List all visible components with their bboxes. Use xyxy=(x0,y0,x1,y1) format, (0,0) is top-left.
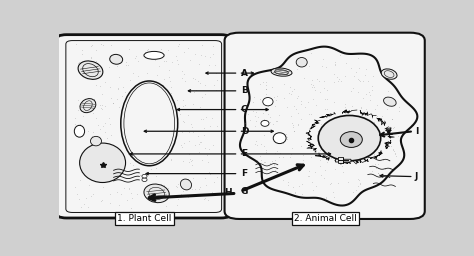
Ellipse shape xyxy=(271,68,292,76)
Ellipse shape xyxy=(263,98,273,106)
Text: G: G xyxy=(241,187,248,196)
Ellipse shape xyxy=(273,133,286,144)
Text: C: C xyxy=(241,105,247,114)
Text: 1. Plant Cell: 1. Plant Cell xyxy=(117,214,172,223)
Ellipse shape xyxy=(80,99,96,113)
Ellipse shape xyxy=(318,115,381,161)
Ellipse shape xyxy=(80,143,126,183)
Text: 2. Animal Cell: 2. Animal Cell xyxy=(294,214,357,223)
Ellipse shape xyxy=(144,51,164,59)
Text: B: B xyxy=(241,86,247,95)
Ellipse shape xyxy=(181,179,191,190)
Text: D: D xyxy=(241,127,248,136)
Ellipse shape xyxy=(74,125,84,137)
Ellipse shape xyxy=(91,136,101,146)
Polygon shape xyxy=(240,47,418,206)
Ellipse shape xyxy=(296,58,307,67)
Ellipse shape xyxy=(340,132,362,147)
Ellipse shape xyxy=(142,174,147,178)
Text: I: I xyxy=(415,127,418,136)
FancyBboxPatch shape xyxy=(336,159,351,162)
Text: J: J xyxy=(415,173,418,182)
FancyBboxPatch shape xyxy=(55,35,232,218)
FancyBboxPatch shape xyxy=(225,33,425,219)
Ellipse shape xyxy=(142,178,147,182)
Text: H: H xyxy=(224,188,231,197)
Ellipse shape xyxy=(121,81,178,166)
Ellipse shape xyxy=(381,69,397,79)
Ellipse shape xyxy=(261,120,269,126)
Ellipse shape xyxy=(383,97,396,106)
Text: A: A xyxy=(241,69,248,78)
FancyBboxPatch shape xyxy=(338,157,344,163)
Ellipse shape xyxy=(144,184,169,203)
Text: E: E xyxy=(241,150,247,158)
Ellipse shape xyxy=(78,61,103,79)
Text: F: F xyxy=(241,169,247,178)
Ellipse shape xyxy=(110,54,123,64)
